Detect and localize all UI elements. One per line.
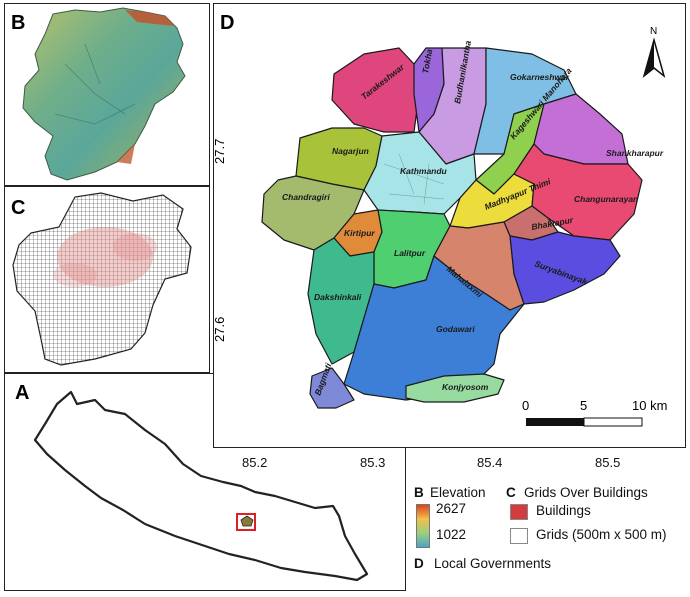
high-elevation-north — [125, 10, 175, 26]
lon-tick-85-3: 85.3 — [360, 455, 386, 470]
lon-tick-85-5: 85.5 — [595, 455, 621, 470]
legend-elev-high: 2627 — [436, 501, 467, 516]
legend-buildings-label: Buildings — [536, 503, 591, 518]
elevation-outline — [22, 7, 186, 181]
elevation-map-svg — [22, 7, 186, 181]
scale-mid: 5 — [580, 398, 587, 413]
region-label-dakshinkali: Dakshinkali — [314, 292, 362, 302]
region-label-tokha: Tokha — [420, 48, 434, 74]
legend-elev-low: 1022 — [436, 527, 467, 542]
region-label-gokarneshwar: Gokarneshwar — [510, 72, 570, 82]
region-konjyosom — [405, 373, 505, 403]
north-label: N — [650, 26, 657, 37]
region-godawari — [343, 255, 525, 401]
scale-bar — [526, 417, 643, 427]
panel-a-nepal-map: A — [4, 373, 406, 591]
panel-label-b: B — [11, 12, 26, 34]
panel-label-d: D — [220, 12, 235, 34]
road-network — [383, 153, 445, 205]
legend-d-key: D — [414, 556, 424, 571]
legend-local-gov-title: Local Governments — [434, 556, 552, 571]
region-label-lalitpur: Lalitpur — [394, 248, 426, 258]
buildings-swatch — [510, 504, 528, 520]
elevation-gradient — [416, 504, 430, 548]
region-kathmandu — [363, 131, 477, 215]
lat-tick-27-6: 27.6 — [214, 317, 227, 342]
grid-map-svg — [12, 192, 192, 366]
legend-c-key: C — [506, 485, 516, 500]
lon-tick-85-4: 85.4 — [477, 455, 503, 470]
nepal-map-svg — [33, 390, 369, 582]
region-label-godawari: Godawari — [436, 324, 475, 334]
terrain-ridges — [54, 43, 136, 125]
region-label-nagarjun: Nagarjun — [332, 146, 369, 156]
grids-swatch — [510, 528, 528, 544]
lon-tick-85-2: 85.2 — [242, 455, 268, 470]
legend-grids-label: Grids (500m x 500 m) — [536, 527, 667, 542]
scale-end: 10 km — [632, 398, 667, 413]
region-label-changunarayan: Changunarayan — [574, 194, 638, 204]
region-label-shankharapur: Shankharapur — [606, 148, 664, 158]
panel-c-grid-map: C — [4, 186, 210, 373]
buildings-cluster-center — [57, 227, 153, 287]
kathmandu-valley-marker — [240, 515, 254, 527]
region-suryabinayak — [509, 231, 621, 305]
panel-b-elevation-map: B — [4, 3, 210, 186]
buildings-cluster-west — [53, 263, 97, 287]
panel-label-a: A — [15, 382, 30, 404]
region-label-kirtipur: Kirtipur — [344, 228, 375, 238]
scale-zero: 0 — [522, 398, 529, 413]
lat-tick-27-7: 27.7 — [214, 139, 227, 164]
legend-b-key: B — [414, 485, 424, 500]
nepal-outline — [33, 390, 369, 582]
region-label-kathmandu: Kathmandu — [400, 166, 448, 176]
buildings-cluster-east — [113, 233, 157, 261]
study-area-marker — [236, 513, 256, 531]
region-label-chandragiri: Chandragiri — [282, 192, 330, 202]
panel-d-local-governments-map: Tarakeshwar Tokha Budhanilkantha Gokarneshw… — [212, 3, 686, 448]
north-arrow-icon — [642, 37, 666, 79]
region-bagmati — [309, 367, 355, 409]
legend-elevation-title: Elevation — [430, 485, 486, 500]
region-label-konjyosom: Konjyosom — [442, 382, 489, 392]
panel-label-c: C — [11, 197, 26, 219]
legend-grids-title: Grids Over Buildings — [524, 485, 648, 500]
high-elevation-south — [117, 144, 135, 164]
